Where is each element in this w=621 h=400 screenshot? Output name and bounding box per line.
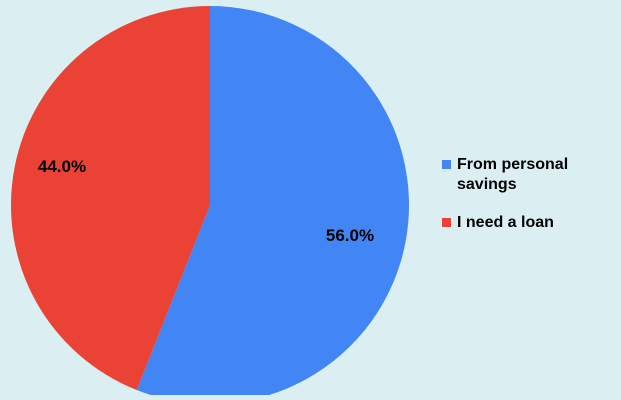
legend-swatch-loan (442, 218, 451, 227)
legend-item-loan: I need a loan (441, 213, 619, 233)
legend: From personal savings I need a loan (441, 155, 619, 251)
legend-item-personal-savings: From personal savings (441, 155, 619, 195)
pie-label-loan: 44.0% (38, 157, 86, 176)
pie-slice-personal-savings (136, 6, 409, 400)
pie-label-personal-savings: 56.0% (326, 226, 374, 245)
legend-label-loan: I need a loan (457, 214, 554, 231)
legend-swatch-personal-savings (442, 160, 451, 169)
legend-label-personal-savings: From personal savings (457, 156, 569, 193)
pie-slice-loan (11, 6, 211, 391)
